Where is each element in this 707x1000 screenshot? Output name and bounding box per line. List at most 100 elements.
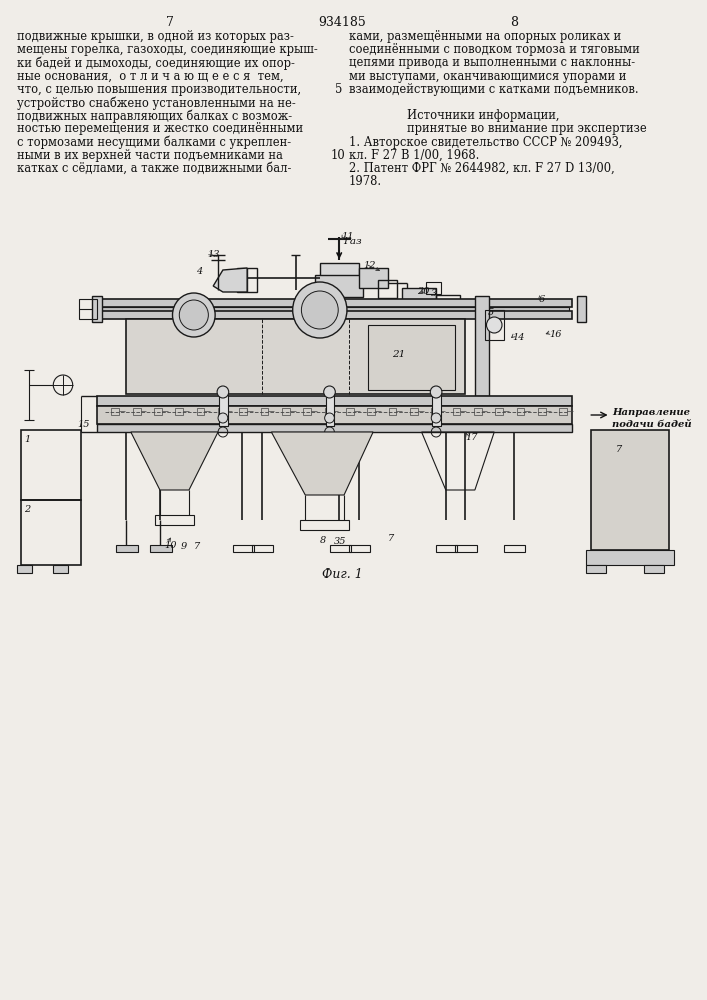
Text: ки бадей и дымоходы, соединяющие их опор-: ки бадей и дымоходы, соединяющие их опор… — [18, 56, 296, 70]
Text: с тормозами несущими балками с укреплен-: с тормозами несущими балками с укреплен- — [18, 136, 291, 149]
Circle shape — [431, 386, 442, 398]
Bar — [577, 296, 586, 322]
Text: 7: 7 — [615, 445, 621, 454]
Text: устройство снабжено установленными на не-: устройство снабжено установленными на не… — [18, 96, 296, 109]
Bar — [219, 394, 228, 426]
Text: что, с целью повышения производительности,: что, с целью повышения производительност… — [18, 83, 302, 96]
Bar — [475, 296, 489, 396]
Bar — [18, 565, 32, 573]
Text: 10: 10 — [165, 541, 177, 550]
Text: Направление: Направление — [612, 408, 691, 417]
Bar — [21, 500, 81, 565]
Text: 4: 4 — [196, 267, 202, 276]
Bar — [329, 545, 351, 552]
Text: 3: 3 — [431, 289, 438, 298]
Text: 12: 12 — [363, 261, 376, 270]
Bar — [133, 408, 141, 415]
Text: ми выступами, оканчивающимися упорами и: ми выступами, оканчивающимися упорами и — [349, 70, 626, 83]
Text: ностью перемещения и жестко соединёнными: ностью перемещения и жестко соединёнными — [18, 122, 303, 135]
Bar — [484, 310, 504, 340]
Text: 7: 7 — [165, 16, 173, 29]
Text: мещены горелка, газоходы, соединяющие крыш-: мещены горелка, газоходы, соединяющие кр… — [18, 43, 318, 56]
Bar — [426, 282, 441, 294]
Bar — [154, 408, 162, 415]
Bar — [368, 408, 375, 415]
Bar — [436, 295, 460, 315]
Bar — [21, 430, 81, 500]
Circle shape — [324, 386, 335, 398]
Text: 17: 17 — [465, 433, 478, 442]
Bar — [197, 408, 204, 415]
Bar — [320, 263, 358, 281]
Text: 7: 7 — [194, 542, 200, 551]
Bar — [218, 408, 226, 415]
Polygon shape — [214, 268, 247, 292]
Bar — [517, 408, 525, 415]
Text: Фиг. 1: Фиг. 1 — [322, 568, 363, 581]
Text: 13: 13 — [207, 250, 220, 259]
Bar — [300, 520, 349, 530]
Text: катках с сёдлами, а также подвижными бал-: катках с сёдлами, а также подвижными бал… — [18, 162, 292, 175]
Circle shape — [325, 413, 334, 423]
Text: принятые во внимание при экспертизе: принятые во внимание при экспертизе — [407, 122, 647, 135]
Text: взаимодействующими с катками подъемников.: взаимодействующими с катками подъемников… — [349, 83, 638, 96]
Bar — [436, 545, 457, 552]
Text: Источники информации,: Источники информации, — [407, 109, 559, 122]
Text: цепями привода и выполненными с наклонны-: цепями привода и выполненными с наклонны… — [349, 56, 635, 69]
Bar — [591, 430, 669, 550]
Bar — [240, 408, 247, 415]
Text: 2. Патент ФРГ № 2644982, кл. F 27 D 13/00,: 2. Патент ФРГ № 2644982, кл. F 27 D 13/0… — [349, 162, 614, 175]
Bar — [559, 408, 567, 415]
Bar — [378, 280, 397, 298]
Text: соединёнными с поводком тормоза и тяговыми: соединёнными с поводком тормоза и тяговы… — [349, 43, 640, 56]
Bar — [410, 408, 418, 415]
Circle shape — [293, 282, 347, 338]
Text: Газ: Газ — [343, 237, 362, 246]
Bar — [538, 408, 546, 415]
Bar — [368, 325, 455, 390]
Bar — [325, 408, 332, 415]
Bar — [97, 406, 572, 424]
Text: 11: 11 — [341, 232, 354, 241]
Text: 10: 10 — [331, 149, 346, 162]
Text: подвижные крышки, в одной из которых раз-: подвижные крышки, в одной из которых раз… — [18, 30, 294, 43]
Bar — [97, 424, 572, 432]
Text: 1: 1 — [24, 435, 30, 444]
Bar — [586, 565, 606, 573]
Circle shape — [431, 413, 441, 423]
Text: 16: 16 — [549, 330, 562, 339]
Text: 2: 2 — [24, 505, 30, 514]
Bar — [150, 545, 172, 552]
Bar — [504, 545, 525, 552]
Bar — [261, 408, 269, 415]
Bar — [586, 550, 674, 565]
Bar — [53, 565, 68, 573]
Bar — [92, 296, 102, 322]
Text: 14: 14 — [513, 333, 525, 342]
Text: подачи бадей: подачи бадей — [612, 420, 692, 429]
Bar — [233, 545, 254, 552]
Polygon shape — [271, 432, 373, 495]
Bar — [349, 545, 370, 552]
Text: ные основания,  о т л и ч а ю щ е е с я  тем,: ные основания, о т л и ч а ю щ е е с я т… — [18, 70, 284, 83]
Text: 1978.: 1978. — [349, 175, 382, 188]
Bar — [431, 408, 439, 415]
Bar — [97, 299, 572, 307]
Text: 5: 5 — [487, 308, 493, 317]
Text: 5: 5 — [334, 83, 342, 96]
Circle shape — [217, 386, 229, 398]
Bar — [155, 515, 194, 525]
Bar — [252, 545, 274, 552]
Bar — [432, 394, 441, 426]
Bar — [112, 408, 119, 415]
Circle shape — [180, 300, 209, 330]
Bar — [402, 288, 436, 310]
Bar — [346, 408, 354, 415]
Text: кл. F 27 В 1/00, 1968.: кл. F 27 В 1/00, 1968. — [349, 149, 479, 162]
Text: 15: 15 — [78, 420, 90, 429]
Text: 8: 8 — [510, 16, 518, 29]
Text: 1. Авторское свидетельство СССР № 209493,: 1. Авторское свидетельство СССР № 209493… — [349, 136, 622, 149]
Text: 6: 6 — [539, 295, 545, 304]
Bar — [315, 275, 363, 297]
Text: 934185: 934185 — [318, 16, 366, 29]
